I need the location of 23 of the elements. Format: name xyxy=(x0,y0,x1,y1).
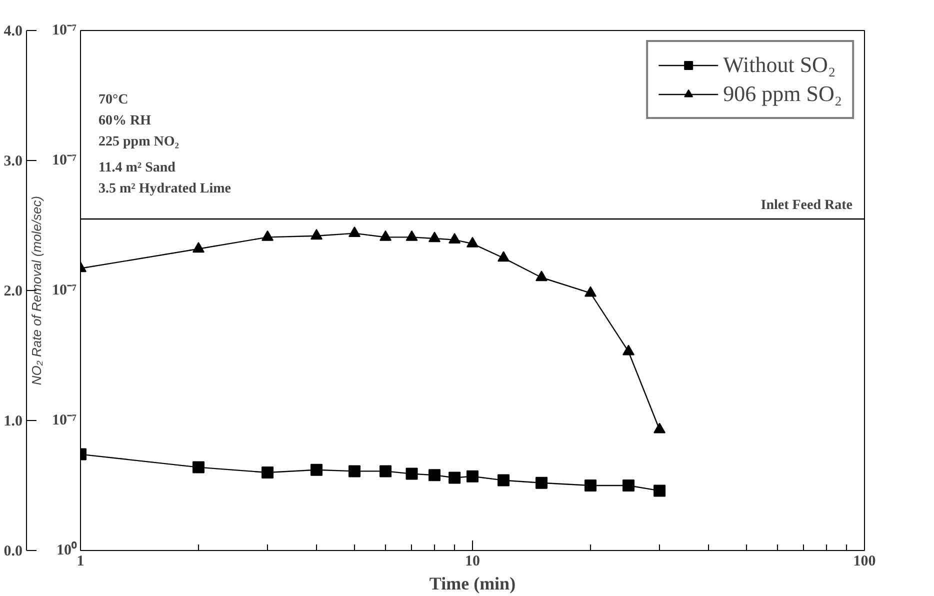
text: 10⁻⁷ xyxy=(52,152,78,168)
annotation: 60% RH xyxy=(98,114,152,128)
legend-label: Without SO₂ xyxy=(723,52,836,78)
annotation: 11.4 m² Sand xyxy=(98,160,176,176)
x-tick-label: 100 xyxy=(853,554,876,570)
y-tick-label: 0.0 xyxy=(4,544,22,560)
text: 10⁻⁷ xyxy=(52,22,78,38)
y-axis-title: NO₂ Rate of Removal (mole/sec) xyxy=(29,196,44,386)
text: 10⁻⁷ xyxy=(52,412,78,428)
annotation: 70°C xyxy=(98,92,128,108)
legend-label: 906 ppm SO₂ xyxy=(723,81,842,107)
text: 10⁰ xyxy=(56,540,78,558)
x-tick-label: 1 xyxy=(76,554,84,570)
annotation: 3.5 m² Hydrated Lime xyxy=(98,182,232,196)
y-tick-label: 3.0 xyxy=(4,154,22,170)
ref-line-label: Inlet Feed Rate xyxy=(760,198,853,213)
y-tick-label: 4.0 xyxy=(4,24,22,40)
x-axis-title: Time (min) xyxy=(429,574,516,594)
x-tick-label: 10 xyxy=(465,554,480,570)
annotation: 225 ppm NO₂ xyxy=(98,134,179,150)
y-tick-label: 1.0 xyxy=(4,414,22,430)
text: 10⁻⁷ xyxy=(52,282,78,298)
y-tick-label: 2.0 xyxy=(4,284,22,300)
